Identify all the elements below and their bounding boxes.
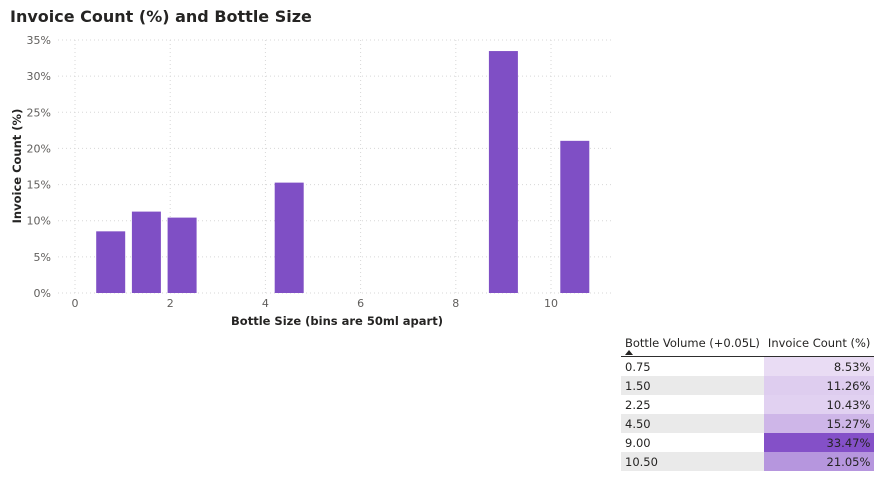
x-tick-label: 2: [167, 297, 174, 310]
y-tick-label: 30%: [27, 70, 51, 83]
column-header-bottle-volume[interactable]: Bottle Volume (+0.05L): [621, 332, 764, 357]
bar[interactable]: [96, 231, 126, 293]
invoice-count-cell: 15.27%: [763, 414, 875, 433]
y-tick-label: 10%: [27, 215, 51, 228]
table-row[interactable]: 9.00 33.47%: [621, 433, 875, 452]
y-tick-label: 35%: [27, 34, 51, 47]
bars: [96, 51, 590, 293]
y-tick-label: 15%: [27, 179, 51, 192]
bar[interactable]: [488, 51, 518, 293]
table-row[interactable]: 10.50 21.05%: [621, 452, 875, 471]
table-row[interactable]: 2.25 10.43%: [621, 395, 875, 414]
data-table: Bottle Volume (+0.05L) Invoice Count (%)…: [621, 332, 875, 471]
x-tick-label: 6: [357, 297, 364, 310]
y-tick-label: 5%: [34, 251, 51, 264]
column-header-invoice-count[interactable]: Invoice Count (%): [763, 332, 875, 357]
y-axis-title: Invoice Count (%): [10, 109, 24, 224]
x-tick-label: 10: [544, 297, 558, 310]
table-row[interactable]: 4.50 15.27%: [621, 414, 875, 433]
invoice-count-cell: 21.05%: [763, 452, 875, 471]
bottle-volume-cell: 10.50: [621, 452, 764, 471]
invoice-count-cell: 33.47%: [763, 433, 875, 452]
table-row[interactable]: 1.50 11.26%: [621, 376, 875, 395]
bar[interactable]: [167, 217, 197, 293]
bottle-volume-cell: 2.25: [625, 397, 651, 412]
y-tick-label: 20%: [27, 142, 51, 155]
x-tick-label: 4: [262, 297, 269, 310]
table-body: 0.75 8.53% 1.50 11.26% 2.25 10.43% 4.50 15.27% 9…: [621, 356, 875, 471]
table-header-row: Bottle Volume (+0.05L) Invoice Count (%): [621, 332, 875, 357]
y-tick-label: 25%: [27, 106, 51, 119]
bottle-volume-cell: 0.75: [625, 359, 651, 374]
chart-title: Invoice Count (%) and Bottle Size: [10, 7, 312, 26]
bar[interactable]: [131, 211, 161, 293]
x-axis-title: Bottle Size (bins are 50ml apart): [231, 314, 443, 328]
y-tick-label: 0%: [34, 287, 51, 300]
sort-ascending-icon[interactable]: [625, 350, 633, 355]
bottle-volume-cell: 1.50: [621, 376, 764, 395]
invoice-count-cell: 11.26%: [763, 376, 875, 395]
bar[interactable]: [274, 182, 304, 293]
invoice-count-cell: 8.53%: [763, 356, 875, 376]
x-axis-ticks: 0 2 4 6 8 10: [72, 297, 559, 310]
bar[interactable]: [560, 140, 590, 293]
column-header-label: Bottle Volume (+0.05L): [625, 336, 760, 350]
bottle-volume-cell: 9.00: [625, 435, 651, 450]
x-tick-label: 0: [72, 297, 79, 310]
bottle-volume-cell: 4.50: [621, 414, 764, 433]
table-row[interactable]: 0.75 8.53%: [621, 356, 875, 376]
invoice-count-cell: 10.43%: [763, 395, 875, 414]
x-tick-label: 8: [452, 297, 459, 310]
y-axis-ticks: 0% 5% 10% 15% 20% 25% 30% 35%: [27, 34, 51, 300]
